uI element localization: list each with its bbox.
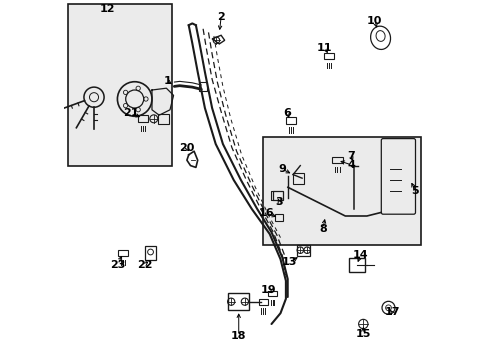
Text: 1: 1 — [163, 76, 171, 86]
Bar — [285, 117, 295, 124]
Bar — [199, 82, 207, 91]
Text: 18: 18 — [230, 330, 246, 341]
Bar — [228, 293, 249, 310]
Text: 2: 2 — [217, 12, 224, 22]
Text: 13: 13 — [281, 257, 297, 267]
Text: 17: 17 — [384, 307, 399, 318]
Bar — [296, 245, 310, 256]
Bar — [324, 53, 333, 59]
Bar — [292, 173, 303, 184]
Text: 6: 6 — [283, 108, 290, 118]
Bar — [273, 191, 283, 200]
Text: 16: 16 — [258, 208, 274, 218]
Text: 20: 20 — [179, 143, 194, 153]
Bar — [331, 157, 343, 163]
Text: 10: 10 — [366, 16, 382, 26]
Bar — [118, 250, 128, 256]
Text: 8: 8 — [319, 224, 326, 234]
Text: 4: 4 — [347, 160, 355, 170]
Bar — [68, 4, 172, 166]
Text: 23: 23 — [110, 260, 125, 270]
Text: 3: 3 — [275, 197, 283, 207]
Bar — [158, 114, 168, 124]
Text: 15: 15 — [355, 329, 370, 339]
Text: 11: 11 — [316, 42, 332, 53]
Text: 14: 14 — [352, 250, 367, 260]
Bar — [137, 115, 148, 122]
Bar — [145, 246, 156, 260]
Bar — [275, 214, 283, 221]
Text: 12: 12 — [100, 4, 115, 14]
Text: 7: 7 — [346, 150, 354, 161]
Text: 21: 21 — [123, 108, 139, 118]
Text: 5: 5 — [411, 186, 418, 196]
Bar — [258, 299, 267, 305]
Bar — [262, 137, 420, 245]
Text: 9: 9 — [278, 164, 285, 174]
Text: 22: 22 — [137, 260, 152, 270]
Bar — [267, 291, 277, 296]
Text: 19: 19 — [261, 285, 276, 295]
Bar — [348, 258, 365, 272]
